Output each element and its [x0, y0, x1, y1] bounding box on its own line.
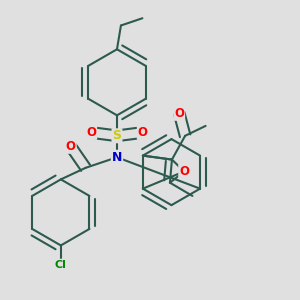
Text: N: N [112, 151, 122, 164]
Text: Cl: Cl [55, 260, 67, 270]
Text: O: O [86, 126, 96, 139]
Text: S: S [112, 129, 122, 142]
Text: O: O [66, 140, 76, 153]
Text: O: O [179, 165, 189, 178]
Text: O: O [174, 107, 184, 120]
Text: O: O [138, 126, 148, 139]
